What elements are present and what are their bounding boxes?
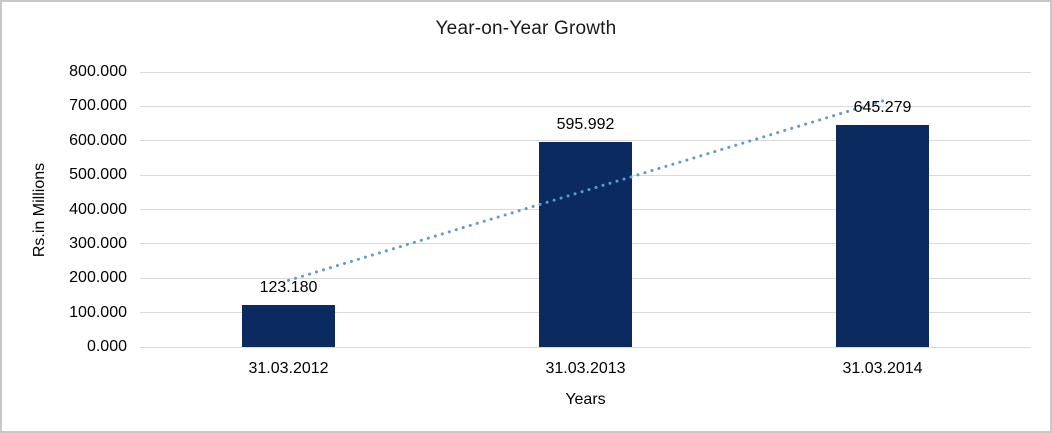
y-tick-label: 200.000 — [69, 269, 127, 287]
y-tick-label: 500.000 — [69, 166, 127, 184]
bar-data-label: 595.992 — [556, 116, 615, 134]
y-tick-label: 300.000 — [69, 234, 127, 252]
x-category-label: 31.03.2012 — [248, 360, 329, 377]
x-category-label: 31.03.2013 — [545, 360, 626, 377]
bar-31.03.2014 — [836, 125, 929, 347]
gridline — [140, 346, 1031, 348]
y-tick-label: 800.000 — [69, 63, 127, 80]
bar-31.03.2013 — [539, 142, 632, 347]
y-axis-title: Rs.in Millions — [31, 162, 48, 258]
x-axis-title: Years — [565, 391, 606, 408]
x-category-label: 31.03.2014 — [842, 360, 923, 377]
bar-31.03.2012 — [242, 304, 335, 347]
y-tick-label: 700.000 — [69, 97, 127, 115]
y-tick-label: 400.000 — [69, 200, 127, 218]
chart-title: Year-on-Year Growth — [435, 18, 617, 39]
y-tick-label: 600.000 — [69, 131, 127, 149]
gridline — [140, 71, 1031, 73]
y-tick-label: 100.000 — [69, 303, 127, 321]
bar-data-label: 645.279 — [853, 99, 912, 117]
bar-data-label: 123.180 — [259, 278, 318, 296]
y-tick-label: 0.000 — [86, 338, 127, 355]
